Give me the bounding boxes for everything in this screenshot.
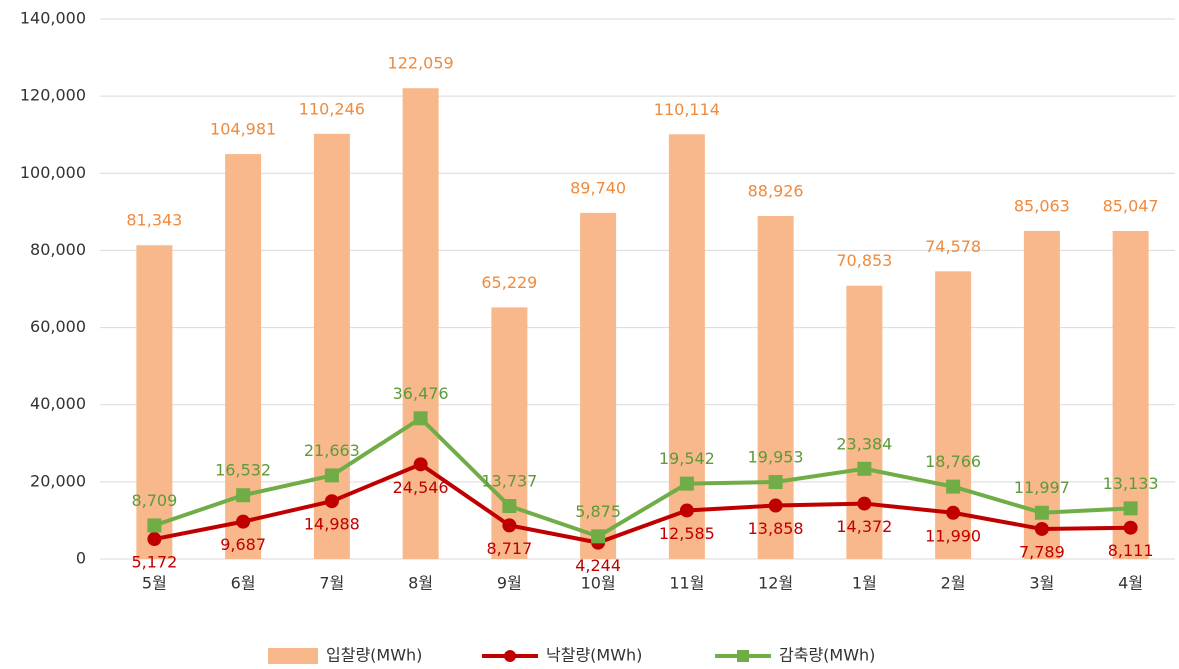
data-label: 14,988 (304, 515, 360, 534)
marker (679, 503, 694, 518)
data-label: 7,789 (1019, 542, 1065, 561)
legend-label: 낙찰량(MWh) (546, 646, 642, 665)
marker (236, 488, 251, 503)
data-label: 81,343 (126, 211, 182, 230)
data-label: 14,372 (836, 517, 892, 536)
marker (946, 505, 961, 520)
legend-label: 감축량(MWh) (779, 646, 875, 665)
marker (946, 479, 961, 494)
data-label: 9,687 (220, 535, 266, 554)
data-label: 4,244 (575, 556, 621, 575)
marker (1123, 501, 1138, 516)
x-tick-label: 8월 (408, 574, 433, 593)
data-label: 8,709 (131, 491, 177, 510)
marker (413, 457, 428, 472)
y-tick-label: 80,000 (30, 240, 86, 259)
x-tick-label: 10월 (581, 574, 616, 593)
legend-label: 입찰량(MWh) (326, 646, 422, 665)
data-label: 8,111 (1108, 541, 1154, 560)
bar (402, 88, 439, 560)
data-label: 65,229 (481, 273, 537, 292)
x-tick-label: 11월 (669, 574, 704, 593)
legend-marker (504, 650, 516, 662)
marker (324, 468, 339, 483)
data-label: 12,585 (659, 524, 715, 543)
data-label: 8,717 (486, 539, 532, 558)
data-label: 13,858 (748, 519, 804, 538)
data-label: 23,384 (836, 434, 892, 453)
x-tick-label: 5월 (142, 574, 167, 593)
marker (413, 411, 428, 426)
data-label: 5,172 (131, 553, 177, 572)
bar (136, 245, 173, 560)
bar (1023, 230, 1060, 560)
x-tick-label: 4월 (1118, 574, 1143, 593)
data-label: 110,114 (654, 100, 720, 119)
data-label: 18,766 (925, 452, 981, 471)
line (153, 462, 1131, 545)
x-tick-label: 6월 (231, 574, 256, 593)
marker (147, 518, 162, 533)
data-label: 36,476 (393, 384, 449, 403)
marker (591, 529, 606, 544)
data-label: 13,133 (1103, 474, 1159, 493)
data-label: 88,926 (748, 181, 804, 200)
data-label: 74,578 (925, 237, 981, 256)
bar (313, 133, 350, 559)
marker (768, 498, 783, 513)
marker (857, 496, 872, 511)
marker (1123, 520, 1138, 535)
x-tick-label: 2월 (941, 574, 966, 593)
data-label: 104,981 (210, 120, 276, 139)
y-tick-label: 100,000 (20, 163, 86, 182)
data-label: 16,532 (215, 461, 271, 480)
bar (668, 134, 705, 559)
legend-swatch (268, 648, 318, 664)
marker (768, 475, 783, 490)
marker (236, 514, 251, 529)
legend-marker (737, 650, 749, 662)
data-label: 19,542 (659, 449, 715, 468)
marker (502, 499, 517, 514)
y-tick-label: 20,000 (30, 471, 86, 490)
bar (580, 212, 617, 560)
y-tick-label: 0 (76, 549, 86, 568)
line (153, 415, 1131, 539)
marker (857, 461, 872, 476)
data-label: 5,875 (575, 502, 621, 521)
x-tick-label: 7월 (319, 574, 344, 593)
marker (679, 476, 694, 491)
x-tick-label: 3월 (1029, 574, 1054, 593)
data-label: 122,059 (388, 54, 454, 73)
marker (147, 532, 162, 547)
marker (1034, 521, 1049, 536)
data-label: 11,997 (1014, 478, 1070, 497)
marker (1034, 505, 1049, 520)
data-label: 19,953 (748, 448, 804, 467)
y-tick-label: 60,000 (30, 317, 86, 336)
data-label: 21,663 (304, 441, 360, 460)
marker (324, 494, 339, 509)
bar (846, 285, 883, 559)
y-tick-label: 40,000 (30, 394, 86, 413)
x-tick-label: 9월 (497, 574, 522, 593)
y-tick-label: 120,000 (20, 86, 86, 105)
data-label: 70,853 (836, 251, 892, 270)
data-label: 13,737 (481, 472, 537, 491)
x-tick-label: 1월 (852, 574, 877, 593)
data-label: 85,063 (1014, 196, 1070, 215)
y-tick-label: 140,000 (20, 9, 86, 28)
data-label: 89,740 (570, 178, 626, 197)
data-label: 110,246 (299, 99, 365, 118)
data-label: 24,546 (393, 478, 449, 497)
data-label: 85,047 (1103, 196, 1159, 215)
data-label: 11,990 (925, 526, 981, 545)
marker (502, 518, 517, 533)
x-tick-label: 12월 (758, 574, 793, 593)
